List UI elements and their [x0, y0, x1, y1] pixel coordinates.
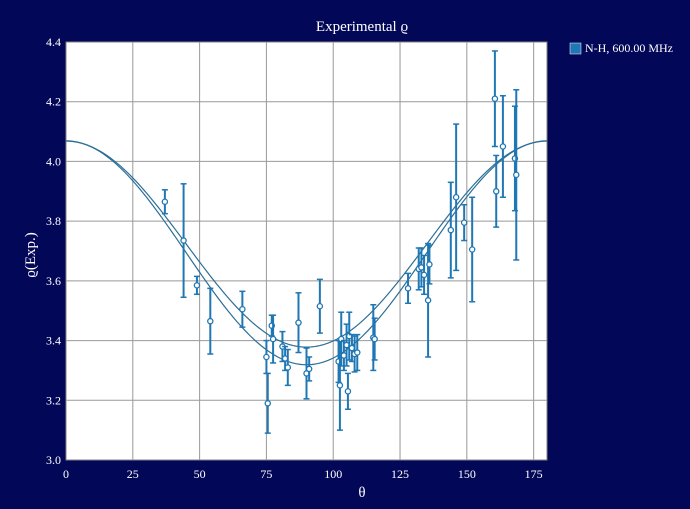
point-marker: [161, 198, 169, 205]
point-marker: [207, 317, 214, 325]
point-marker: [447, 226, 455, 234]
legend[interactable]: N-H, 600.00 MHz: [569, 41, 673, 55]
legend-label: N-H, 600.00 MHz: [585, 41, 673, 55]
point-marker: [424, 297, 432, 304]
point-marker: [264, 400, 272, 407]
x-tick-label: 25: [127, 467, 139, 481]
data-point[interactable]: [371, 317, 378, 361]
legend-swatch: [569, 42, 582, 55]
data-point[interactable]: [426, 244, 433, 285]
y-axis-label: ϱ(Exp.): [23, 232, 39, 278]
y-tick-label: 4.0: [46, 154, 61, 168]
y-tick-label: 3.4: [46, 334, 61, 348]
point-marker: [420, 271, 428, 279]
data-point[interactable]: [269, 314, 277, 364]
data-point[interactable]: [193, 275, 201, 296]
x-tick-label: 100: [324, 467, 342, 481]
y-tick-label: 4.4: [46, 35, 61, 49]
data-point[interactable]: [404, 272, 412, 304]
point-marker: [460, 219, 468, 226]
point-marker: [452, 194, 460, 201]
data-point[interactable]: [207, 287, 214, 355]
point-marker: [404, 285, 412, 292]
x-axis-label: θ: [358, 485, 365, 501]
y-tick-label: 3.8: [46, 214, 61, 228]
x-tick-label: 175: [525, 467, 543, 481]
data-point[interactable]: [468, 196, 476, 303]
point-marker: [371, 335, 378, 343]
data-point[interactable]: [316, 278, 324, 334]
fit-curve: [65, 140, 548, 348]
data-point[interactable]: [295, 292, 302, 354]
data-point[interactable]: [343, 323, 350, 367]
y-tick-label: 3.2: [46, 393, 61, 407]
chart-title: Experimental ϱ: [316, 19, 409, 35]
data-point[interactable]: [180, 183, 187, 299]
data-point[interactable]: [354, 333, 361, 372]
y-axis-ticks: 3.0 3.2 3.4 3.6 3.8 4.0 4.2 4.4: [46, 35, 61, 467]
x-tick-label: 50: [194, 467, 206, 481]
point-marker: [180, 237, 187, 244]
x-tick-label: 75: [260, 467, 272, 481]
point-marker: [492, 188, 500, 195]
point-marker: [284, 364, 292, 371]
point-marker: [316, 302, 324, 310]
y-tick-label: 4.2: [46, 95, 61, 109]
point-marker: [513, 171, 520, 179]
point-marker: [295, 319, 302, 326]
point-marker: [263, 353, 270, 361]
point-marker: [468, 246, 476, 253]
data-point[interactable]: [348, 333, 356, 363]
data-point[interactable]: [420, 254, 428, 296]
data-point[interactable]: [447, 181, 455, 279]
data-points: [161, 50, 520, 434]
data-point[interactable]: [513, 89, 520, 261]
y-tick-label: 3.6: [46, 274, 61, 288]
y-tick-label: 3.0: [46, 453, 61, 467]
grid: [66, 42, 547, 460]
data-point[interactable]: [460, 203, 468, 242]
data-point[interactable]: [491, 50, 499, 148]
point-marker: [193, 282, 201, 289]
x-tick-label: 0: [63, 467, 69, 481]
data-point[interactable]: [161, 189, 169, 215]
point-marker: [354, 349, 361, 356]
data-point[interactable]: [284, 348, 292, 387]
data-point[interactable]: [239, 290, 246, 328]
x-tick-label: 150: [458, 467, 476, 481]
point-marker: [344, 388, 352, 395]
point-marker: [336, 382, 344, 389]
point-marker: [305, 365, 313, 373]
point-marker: [499, 143, 507, 150]
point-marker: [239, 305, 246, 313]
point-marker: [269, 335, 277, 343]
data-point[interactable]: [264, 372, 272, 434]
x-axis-ticks: 0 25 50 75 100 125 150 175: [63, 467, 543, 481]
data-point[interactable]: [452, 123, 460, 272]
data-point[interactable]: [492, 154, 500, 228]
x-tick-label: 125: [391, 467, 409, 481]
point-marker: [426, 261, 433, 268]
point-marker: [491, 95, 499, 102]
data-point[interactable]: [499, 94, 507, 199]
data-point[interactable]: [305, 356, 313, 382]
data-point[interactable]: [344, 372, 352, 410]
